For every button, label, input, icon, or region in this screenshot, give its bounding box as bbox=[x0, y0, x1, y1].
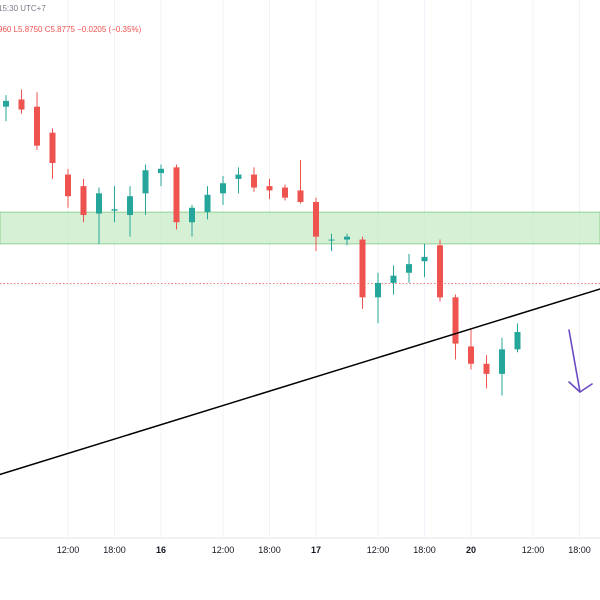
candle-body bbox=[220, 183, 226, 194]
candle bbox=[65, 168, 71, 208]
candle bbox=[34, 92, 40, 150]
candle-body bbox=[313, 202, 319, 237]
header-timestamp: 15:30 UTC+7 bbox=[0, 4, 46, 13]
candle bbox=[18, 89, 25, 114]
down-arrow-icon bbox=[568, 329, 593, 393]
candle bbox=[483, 355, 490, 389]
candle-body bbox=[158, 168, 164, 174]
candle-body bbox=[421, 256, 428, 262]
x-tick-label: 20 bbox=[466, 545, 476, 555]
candle bbox=[514, 323, 521, 353]
candle bbox=[142, 164, 149, 215]
header-ohlc-values: 960 L5.8750 C5.8775 −0.0205 (−0.35%) bbox=[0, 25, 142, 34]
candle bbox=[390, 265, 397, 295]
candle bbox=[251, 167, 257, 192]
candle bbox=[158, 164, 164, 187]
x-tick-label: 18:00 bbox=[568, 545, 591, 555]
candle-body bbox=[251, 174, 257, 188]
candle bbox=[80, 178, 87, 223]
candle bbox=[204, 186, 211, 220]
candle-body bbox=[65, 174, 71, 197]
x-tick-label: 16 bbox=[156, 545, 166, 555]
candle-body bbox=[3, 100, 9, 107]
candle bbox=[406, 254, 412, 283]
candle-body bbox=[189, 207, 195, 223]
candle bbox=[468, 329, 474, 370]
candle-body bbox=[344, 236, 350, 240]
candle bbox=[375, 272, 381, 324]
candle bbox=[359, 236, 366, 309]
candle bbox=[220, 176, 226, 205]
candle-body bbox=[18, 99, 25, 110]
candle bbox=[127, 186, 133, 237]
x-tick-label: 12:00 bbox=[522, 545, 545, 555]
candle-body bbox=[468, 346, 474, 364]
candle bbox=[282, 184, 288, 201]
candle-body bbox=[111, 209, 118, 211]
x-tick-label: 18:00 bbox=[258, 545, 281, 555]
candle-body bbox=[359, 239, 366, 298]
candle bbox=[313, 197, 319, 252]
candle-body bbox=[142, 170, 149, 194]
candle bbox=[235, 167, 242, 194]
candle bbox=[452, 294, 459, 360]
candle-body bbox=[80, 186, 87, 215]
candle-body bbox=[266, 186, 273, 191]
candle-body bbox=[406, 264, 412, 273]
x-tick-label: 17 bbox=[311, 545, 321, 555]
candle-body bbox=[235, 174, 242, 179]
arrow-shaft bbox=[568, 329, 581, 393]
candle-body bbox=[173, 167, 180, 223]
candle bbox=[421, 243, 428, 278]
candle bbox=[328, 233, 335, 252]
candle bbox=[344, 233, 350, 246]
resistance-zone bbox=[0, 211, 600, 245]
candle bbox=[189, 204, 195, 237]
candle bbox=[173, 164, 180, 230]
candle-body bbox=[34, 106, 40, 146]
candle-body bbox=[437, 245, 443, 298]
candle-body bbox=[297, 190, 304, 202]
candle-body bbox=[390, 275, 397, 283]
arrow-head bbox=[568, 381, 593, 393]
candle-body bbox=[375, 282, 381, 298]
candle-body bbox=[499, 349, 505, 374]
x-tick-label: 12:00 bbox=[212, 545, 235, 555]
candle bbox=[111, 186, 118, 223]
candle-body bbox=[282, 187, 288, 198]
candle bbox=[297, 160, 304, 204]
chart-header: 15:30 UTC+7 960 L5.8750 C5.8775 −0.0205 … bbox=[0, 4, 142, 34]
candle-body bbox=[49, 132, 56, 163]
candle-body bbox=[452, 297, 459, 344]
candle-body bbox=[204, 194, 211, 213]
x-axis: 12:00 18:00 16 12:00 18:00 17 12:00 18:00 20 12:0… bbox=[0, 537, 600, 555]
candle-body bbox=[483, 363, 490, 374]
grid-lines bbox=[67, 0, 580, 538]
x-tick-label: 18:00 bbox=[103, 545, 126, 555]
candle bbox=[3, 95, 9, 122]
x-tick-label: 12:00 bbox=[57, 545, 80, 555]
x-tick-label: 12:00 bbox=[367, 545, 390, 555]
candle-body bbox=[96, 193, 102, 214]
candle bbox=[266, 178, 273, 200]
candle bbox=[49, 128, 56, 179]
support-trendline bbox=[0, 288, 600, 476]
candle-body bbox=[514, 332, 521, 350]
candles bbox=[3, 89, 521, 396]
x-tick-label: 18:00 bbox=[413, 545, 436, 555]
candle bbox=[499, 337, 505, 396]
candle-body bbox=[328, 239, 335, 241]
candle-body bbox=[127, 196, 133, 215]
candle bbox=[96, 187, 102, 244]
candle bbox=[437, 239, 443, 302]
